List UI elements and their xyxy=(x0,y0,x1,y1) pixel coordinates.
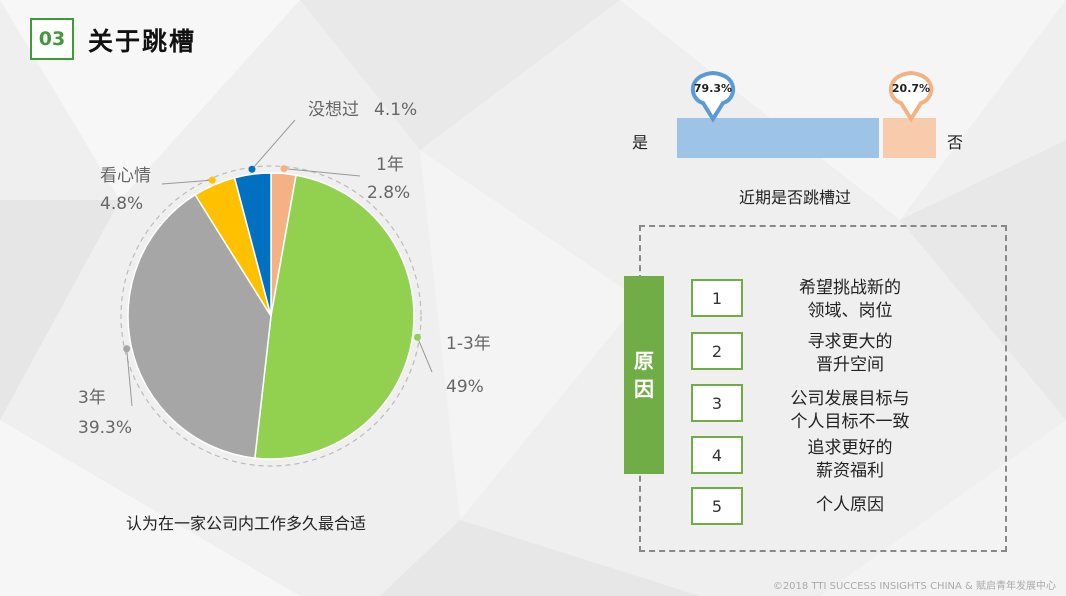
bar-chart-title: 近期是否跳槽过 xyxy=(739,188,852,207)
pie-label-3yr-name: 3年 xyxy=(78,388,106,408)
pie-slice-1yr-leader xyxy=(283,168,361,177)
pie-label-never-name: 没想过 xyxy=(308,100,359,120)
reason-number-1: 1 xyxy=(691,279,743,317)
copyright-footer: ©2018 TTI SUCCESS INSIGHTS CHINA & 赋启青年发… xyxy=(772,581,1056,592)
pie-label-1-3yr-value: 49% xyxy=(446,377,484,397)
value-pin-no xyxy=(888,70,934,123)
bar-no xyxy=(883,118,936,158)
bar-label-yes: 是 xyxy=(632,133,649,152)
section-number-badge: 03 xyxy=(24,18,74,68)
pie-label-mood-value: 4.8% xyxy=(100,194,144,214)
bar-value-no: 20.7% xyxy=(891,82,931,95)
pie-slice-1-3yr-leader xyxy=(416,337,433,373)
reason-text-5: 个人原因 xyxy=(816,495,884,515)
reasons-tag-char-1: 原 xyxy=(634,349,654,373)
pie-chart-title: 认为在一家公司内工作多久最合适 xyxy=(126,514,367,533)
pie-slice-never-dot xyxy=(248,165,256,173)
reason-text-2: 寻求更大的 晋升空间 xyxy=(807,332,893,375)
value-pin-yes xyxy=(690,70,736,123)
reason-number-3: 3 xyxy=(691,384,743,422)
pie-slice-3yr xyxy=(127,193,272,459)
pie-outer-ring xyxy=(120,165,422,467)
pie-label-1yr-name: 1年 xyxy=(376,155,404,175)
pie-slice-1-3yr-dot xyxy=(413,333,421,341)
reason-number-2: 2 xyxy=(691,332,743,370)
bar-yes xyxy=(677,118,880,158)
pie-slice-never xyxy=(233,172,272,317)
pie-label-1-3yr-name: 1-3年 xyxy=(446,334,491,354)
reason-number-5: 5 xyxy=(691,487,743,525)
reasons-tag: 原 因 xyxy=(624,276,664,474)
pie-slice-3yr-leader xyxy=(126,348,133,407)
page-title: 关于跳槽 xyxy=(88,27,197,56)
pie-slice-mood-dot xyxy=(208,176,216,184)
pie-slice-never-leader xyxy=(251,119,296,170)
pie-label-1yr-value: 2.8% xyxy=(367,183,411,203)
bar-label-no: 否 xyxy=(947,133,964,152)
reason-number-4: 4 xyxy=(691,436,743,474)
pie-label-mood-name: 看心情 xyxy=(100,166,151,186)
reason-text-1: 希望挑战新的 领域、岗位 xyxy=(799,278,901,321)
pie-slice-3yr-dot xyxy=(123,345,131,353)
reason-text-4: 追求更好的 薪资福利 xyxy=(807,438,893,481)
reason-text-3: 公司发展目标与 个人目标不一致 xyxy=(790,389,910,432)
section-number: 03 xyxy=(38,28,66,50)
reasons-tag-char-2: 因 xyxy=(634,377,654,401)
bar-value-yes: 79.3% xyxy=(693,82,733,95)
pie-label-never-value: 4.1% xyxy=(374,100,418,120)
pie-slice-1-3yr xyxy=(254,174,415,460)
pie-slice-mood-leader xyxy=(161,179,213,185)
pie-label-3yr-value: 39.3% xyxy=(78,418,133,438)
pie-slice-1yr-dot xyxy=(280,165,288,173)
